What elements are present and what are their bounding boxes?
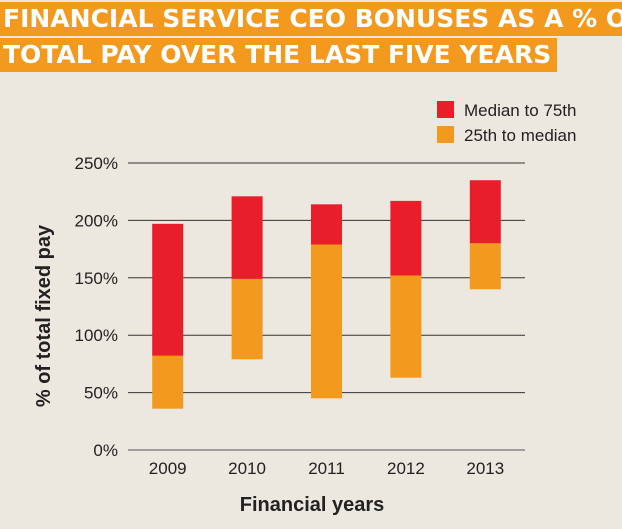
y-tick-label: 100% <box>75 326 118 345</box>
x-tick-labels: 2009 2010 2011 2012 2013 <box>149 459 504 478</box>
chart-title-line-1: FINANCIAL SERVICE CEO BONUSES AS A % OF <box>0 2 622 36</box>
y-tick-labels: 0% 50% 100% 150% 200% 250% <box>75 154 118 460</box>
x-tick-label: 2010 <box>228 459 266 478</box>
bar-median-to-75th-2009 <box>152 223 184 356</box>
legend-label: 25th to median <box>464 126 576 145</box>
bar-median-to-75th-2012 <box>390 200 422 276</box>
x-axis-title: Financial years <box>240 494 385 516</box>
bar-25th-to-median-2013 <box>469 243 501 290</box>
y-tick-label: 50% <box>84 384 118 403</box>
x-tick-label: 2012 <box>387 459 425 478</box>
legend-swatch <box>437 126 454 143</box>
bar-median-to-75th-2010 <box>231 196 263 279</box>
x-tick-label: 2011 <box>308 459 345 478</box>
legend: Median to 75th 25th to median <box>437 101 576 145</box>
bars <box>152 180 501 409</box>
bar-25th-to-median-2010 <box>231 278 263 360</box>
x-tick-label: 2013 <box>466 459 504 478</box>
bar-25th-to-median-2011 <box>311 244 342 399</box>
y-axis-title: % of total fixed pay <box>33 224 55 407</box>
bar-median-to-75th-2013 <box>469 180 501 244</box>
y-tick-label: 0% <box>93 441 118 460</box>
chart-title-line-2: TOTAL PAY OVER THE LAST FIVE YEARS <box>0 38 558 72</box>
y-tick-label: 150% <box>75 269 118 288</box>
y-tick-label: 250% <box>75 154 118 173</box>
bar-25th-to-median-2009 <box>152 355 184 409</box>
bar-median-to-75th-2011 <box>311 204 342 245</box>
legend-swatch <box>437 101 454 118</box>
y-tick-label: 200% <box>75 211 118 230</box>
legend-label: Median to 75th <box>464 101 576 120</box>
bar-25th-to-median-2012 <box>390 275 422 378</box>
x-tick-label: 2009 <box>149 459 187 478</box>
